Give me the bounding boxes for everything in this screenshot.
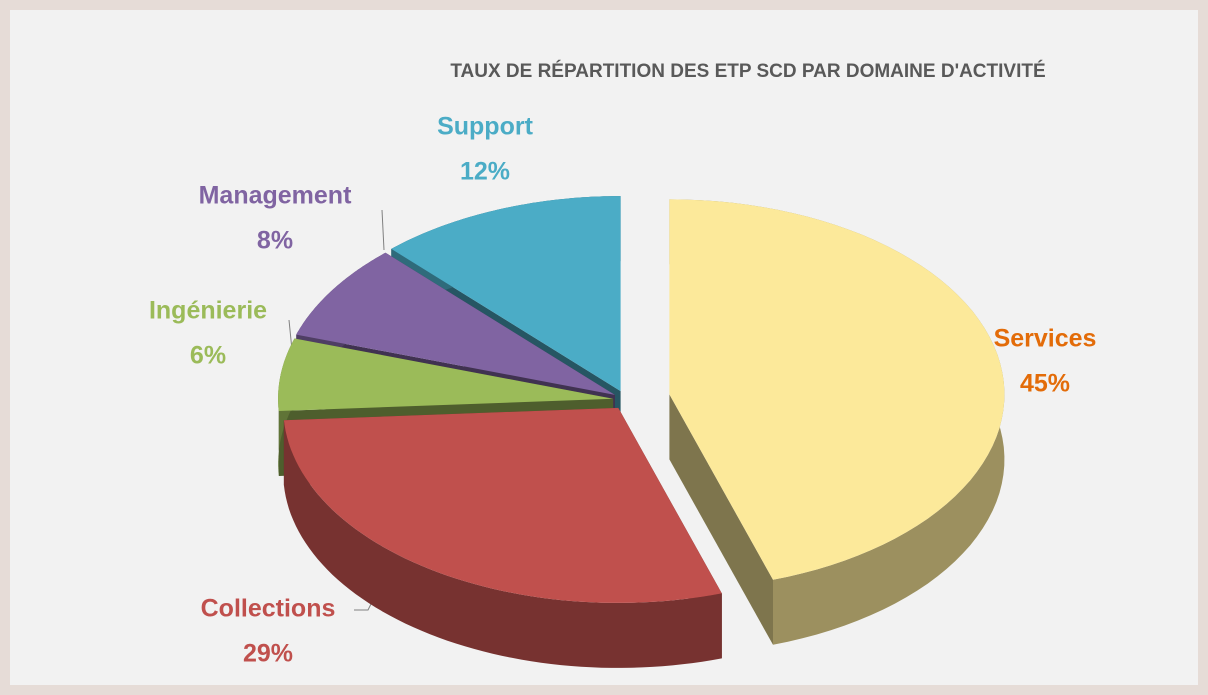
slice-wall [669,394,773,645]
data-label-value: 12% [460,158,510,186]
slice-side [283,420,722,668]
data-label-name: Management [199,182,352,210]
slice [278,338,614,411]
data-label-name: Support [437,113,533,141]
slice [283,407,722,603]
slice [296,252,615,395]
data-label-name: Services [994,325,1097,353]
chart-title: TAUX DE RÉPARTITION DES ETP SCD PAR DOMA… [450,60,1045,82]
slice [391,196,621,392]
slice [669,199,1005,580]
data-label-value: 6% [190,342,226,370]
data-label-name: Ingénierie [149,297,267,325]
leader-line [381,209,385,251]
data-label-value: 45% [1020,370,1070,398]
data-label-value: 29% [243,640,293,668]
data-label-value: 8% [257,227,293,255]
data-label-name: Collections [201,595,336,623]
pie [278,196,1005,668]
